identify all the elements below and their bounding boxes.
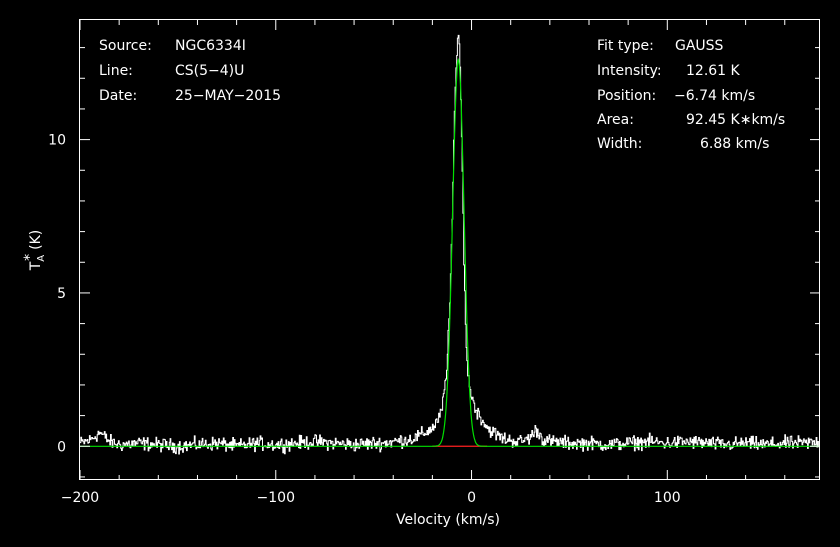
fit-area-value: 92.45 K∗km/s (686, 112, 785, 128)
fit-type-label: Fit type: (597, 38, 654, 54)
x-tick-label: 0 (467, 490, 476, 506)
y-tick-label: 5 (57, 286, 66, 302)
fit-width-label: Width: (597, 136, 642, 152)
x-axis: −200 −100 0 100 (61, 20, 786, 506)
x-axis-label: Velocity (km/s) (396, 512, 500, 528)
fit-intensity-label: Intensity: (597, 63, 662, 79)
fit-type-value: GAUSS (675, 38, 724, 54)
source-value: NGC6334I (175, 38, 246, 54)
plot-area (80, 34, 820, 455)
date-label: Date: (99, 88, 137, 104)
fit-width-value: 6.88 km/s (700, 136, 769, 152)
gaussian-fit-line (393, 57, 521, 447)
plot-frame (79, 19, 820, 480)
y-tick-label: 10 (48, 133, 66, 149)
date-value: 25−MAY−2015 (175, 88, 281, 104)
y-axis-label-superscript: * (22, 254, 38, 261)
fit-position-label: Position: (597, 88, 656, 104)
y-axis-label-subscript: A (36, 255, 47, 262)
x-tick-label: 100 (654, 490, 681, 506)
header-block: Source: NGC6334I Line: CS(5−4)U Date: 25… (99, 38, 281, 104)
fit-position-value: −6.74 km/s (674, 88, 755, 104)
y-tick-label: 0 (57, 439, 66, 455)
y-axis-label-symbol: T (28, 261, 44, 271)
line-label: Line: (99, 63, 133, 79)
line-value: CS(5−4)U (175, 63, 244, 79)
fit-area-label: Area: (597, 112, 634, 128)
x-tick-label: −100 (257, 490, 295, 506)
y-axis-label: TA* (K) (22, 230, 47, 272)
fit-intensity-value: 12.61 K (686, 63, 741, 79)
y-axis: 0 5 10 (48, 47, 820, 478)
x-tick-label: −200 (61, 490, 99, 506)
fit-results-block: Fit type: GAUSS Intensity: 12.61 K Posit… (597, 38, 785, 152)
y-axis-label-unit: (K) (28, 230, 44, 250)
source-label: Source: (99, 38, 152, 54)
